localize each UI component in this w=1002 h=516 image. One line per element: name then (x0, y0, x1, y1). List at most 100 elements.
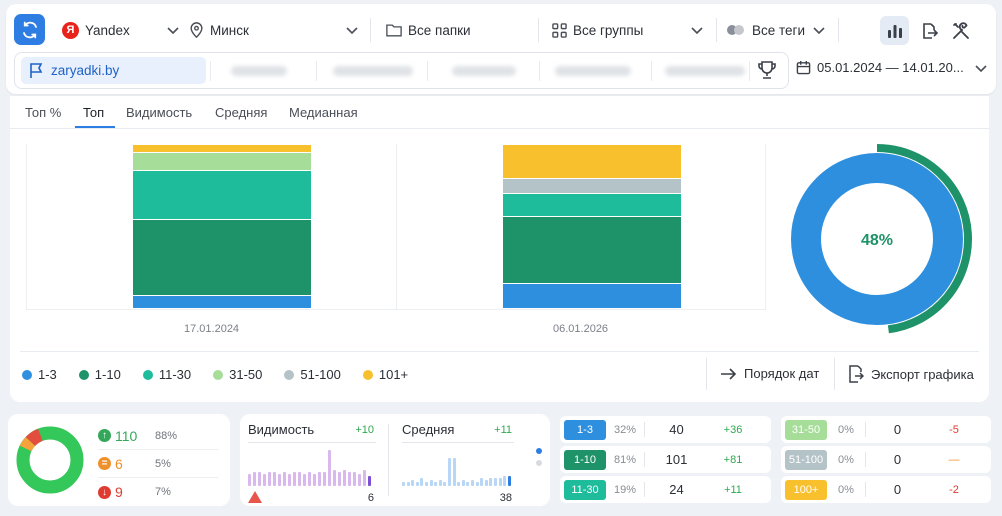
grid-icon (552, 22, 567, 38)
sparkline-bar (253, 472, 256, 486)
export-chart-button[interactable]: Экспорт графика (848, 365, 974, 383)
sparkline-bar (258, 472, 261, 486)
tab-top[interactable]: Топ (83, 105, 105, 120)
search-engine-select[interactable]: Я Yandex (62, 16, 180, 44)
summary-row-up: ↑ 110 88% (98, 422, 218, 450)
divider (388, 424, 389, 496)
position-delta: -2 (949, 483, 959, 496)
legend-dot (362, 369, 373, 380)
tools-button[interactable] (946, 16, 975, 45)
same-pct: 5% (155, 457, 171, 470)
file-export-icon (849, 365, 864, 383)
pager-dot[interactable] (536, 460, 542, 466)
legend-item-101-plus[interactable]: 101+ (362, 367, 408, 382)
sparkline-bar (406, 482, 410, 486)
bar-segment-1-10[interactable] (133, 220, 311, 295)
up-count: 110 (115, 427, 138, 444)
legend-item-1-10[interactable]: 1-10 (78, 367, 121, 382)
position-pct: 19% (613, 483, 637, 496)
site-tab-blurred[interactable] (333, 66, 413, 76)
site-tab-blurred[interactable] (555, 66, 631, 76)
position-delta: +36 (723, 423, 743, 436)
tags-label: Все теги (752, 22, 806, 38)
date-range-picker[interactable]: 05.01.2024 — 14.01.20... (796, 60, 988, 75)
summary-card: ↑ 110 88% = 6 5% ↓ 9 7% (8, 414, 230, 506)
position-row[interactable]: 31-50 0% 0 -5 (781, 416, 991, 443)
position-delta: — (948, 453, 960, 466)
up-pct: 88% (155, 429, 178, 442)
bar-segment-11-30[interactable] (133, 171, 311, 220)
chevron-down-icon (975, 64, 987, 72)
refresh-button[interactable] (14, 14, 45, 45)
region-select[interactable]: Минск (189, 16, 359, 44)
file-export-icon (922, 22, 938, 39)
site-tab-blurred[interactable] (665, 66, 745, 76)
tab-top-percent[interactable]: Топ % (25, 105, 62, 120)
folders-select[interactable]: Все папки (386, 16, 536, 44)
visibility-value: 6 (367, 492, 374, 504)
sparkline-bar (288, 474, 291, 486)
trophy-button[interactable] (757, 60, 777, 83)
export-button[interactable] (914, 16, 943, 45)
position-delta: -5 (949, 423, 959, 436)
positions-card-right: 31-50 0% 0 -5 51-100 0% 0 — 100+ 0% 0 -2 (781, 414, 991, 506)
position-row[interactable]: 11-30 19% 24 +11 (560, 476, 771, 503)
grid-line (26, 144, 27, 310)
tags-select[interactable]: Все теги (726, 16, 826, 44)
summary-rows: ↑ 110 88% = 6 5% ↓ 9 7% (98, 422, 218, 506)
legend-item-11-30[interactable]: 11-30 (142, 367, 191, 382)
bar-segment-31-50[interactable] (133, 153, 311, 171)
chevron-down-icon (813, 27, 825, 35)
x-tick-label: 06.01.2026 (553, 323, 609, 335)
position-row[interactable]: 100+ 0% 0 -2 (781, 476, 991, 503)
position-range-pill: 1-3 (564, 419, 606, 440)
sparkline-bar (425, 482, 428, 486)
legend-item-51-100[interactable]: 51-100 (284, 367, 341, 382)
groups-select[interactable]: Все группы (552, 16, 704, 44)
metrics-card: Видимость +10 6 Средняя +11 38 (240, 414, 550, 506)
date-order-button[interactable]: Порядок дат (720, 366, 819, 381)
bar-segment-101-plus[interactable] (503, 145, 681, 179)
position-count: 0 (865, 482, 929, 497)
position-pct: 0% (838, 483, 854, 496)
tab-average[interactable]: Средняя (215, 105, 268, 120)
donut-value: 48% (861, 232, 893, 249)
bar-segment-1-3[interactable] (503, 284, 681, 308)
chart-view-button[interactable] (880, 16, 909, 45)
sparkline-bar (434, 482, 438, 486)
bar-segment-11-30[interactable] (503, 194, 681, 217)
position-row[interactable]: 1-10 81% 101 +81 (560, 446, 771, 473)
refresh-icon (22, 21, 37, 38)
legend-label: 1-10 (94, 367, 121, 382)
bar-segment-1-3[interactable] (133, 295, 311, 308)
bar-segment-1-10[interactable] (503, 217, 681, 284)
sparkline-bar (313, 474, 316, 486)
site-tab-blurred[interactable] (452, 66, 516, 76)
average-metric: Средняя +11 38 (402, 422, 514, 504)
pager-dots[interactable] (536, 448, 542, 466)
tab-median[interactable]: Медианная (289, 105, 358, 120)
position-row[interactable]: 1-3 32% 40 +36 (560, 416, 771, 443)
grid-line (396, 144, 397, 310)
x-tick-label: 17.01.2024 (184, 323, 240, 335)
bar-segment-101-plus[interactable] (133, 145, 311, 153)
position-row[interactable]: 51-100 0% 0 — (781, 446, 991, 473)
legend-item-31-50[interactable]: 31-50 (213, 367, 262, 382)
down-count: 9 (115, 484, 123, 500)
site-tab-active[interactable]: zaryadki.by (21, 57, 206, 84)
legend-dot (213, 369, 224, 380)
sparkline-bar (348, 472, 351, 486)
bar-segment-51-100[interactable] (503, 179, 681, 194)
tab-visibility[interactable]: Видимость (126, 105, 193, 120)
divider (402, 442, 514, 443)
sparkline-bar (420, 478, 424, 486)
chevron-down-icon (167, 27, 179, 35)
pager-dot-active[interactable] (536, 448, 542, 454)
legend-item-1-3[interactable]: 1-3 (22, 367, 57, 382)
position-range-pill: 31-50 (785, 419, 827, 440)
date-range-text: 05.01.2024 — 14.01.20... (817, 60, 964, 75)
summary-donut (16, 426, 84, 494)
arrow-right-icon (721, 367, 737, 380)
sparkline-bar (368, 476, 371, 486)
site-tab-blurred[interactable] (231, 66, 287, 76)
